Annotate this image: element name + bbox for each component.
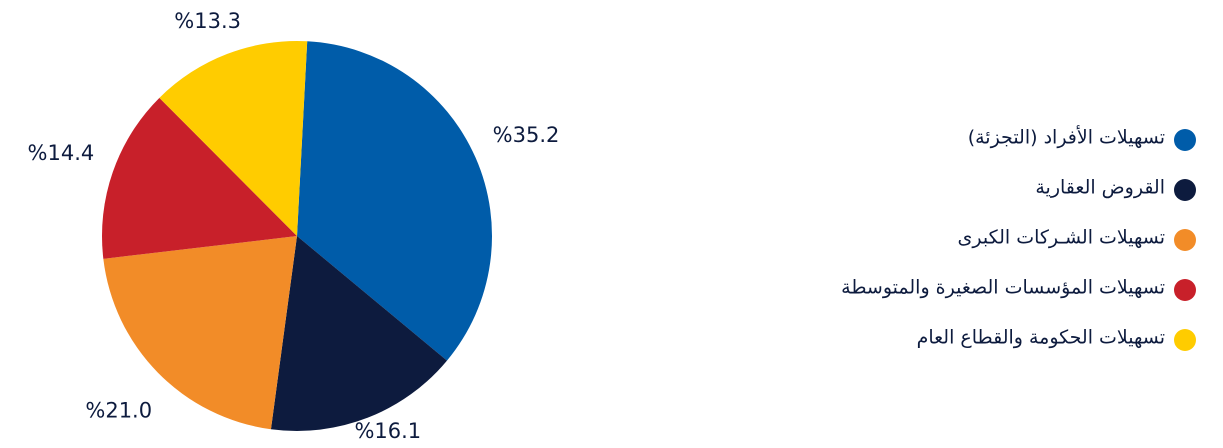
- legend-marker: [1174, 329, 1196, 351]
- value-label: %16.1: [354, 419, 421, 443]
- value-label: %14.4: [28, 141, 95, 165]
- pie-slice: [159, 40, 308, 236]
- legend-label: تسهيلات الأفراد (التجزئة): [968, 126, 1165, 149]
- pie-slice: [102, 97, 298, 259]
- legend-label: تسهيلات الشـركات الكبرى: [958, 227, 1165, 249]
- legend-label: تسهيلات المؤسسات الصغيرة والمتوسطة: [841, 277, 1165, 299]
- legend-label: تسهيلات الحكومة والقطاع العام: [917, 327, 1165, 349]
- value-label: %21.0: [85, 398, 152, 422]
- pie-slice: [103, 236, 297, 430]
- legend-marker: [1174, 129, 1196, 151]
- legend-marker: [1174, 279, 1196, 301]
- legend-marker: [1174, 229, 1196, 251]
- legend-marker: [1174, 179, 1196, 201]
- legend-label: القروض العقارية: [1035, 177, 1165, 199]
- pie-slice: [297, 41, 493, 361]
- value-label: %35.2: [493, 123, 560, 147]
- pie-slice: [270, 236, 447, 431]
- value-label: %13.3: [174, 9, 241, 33]
